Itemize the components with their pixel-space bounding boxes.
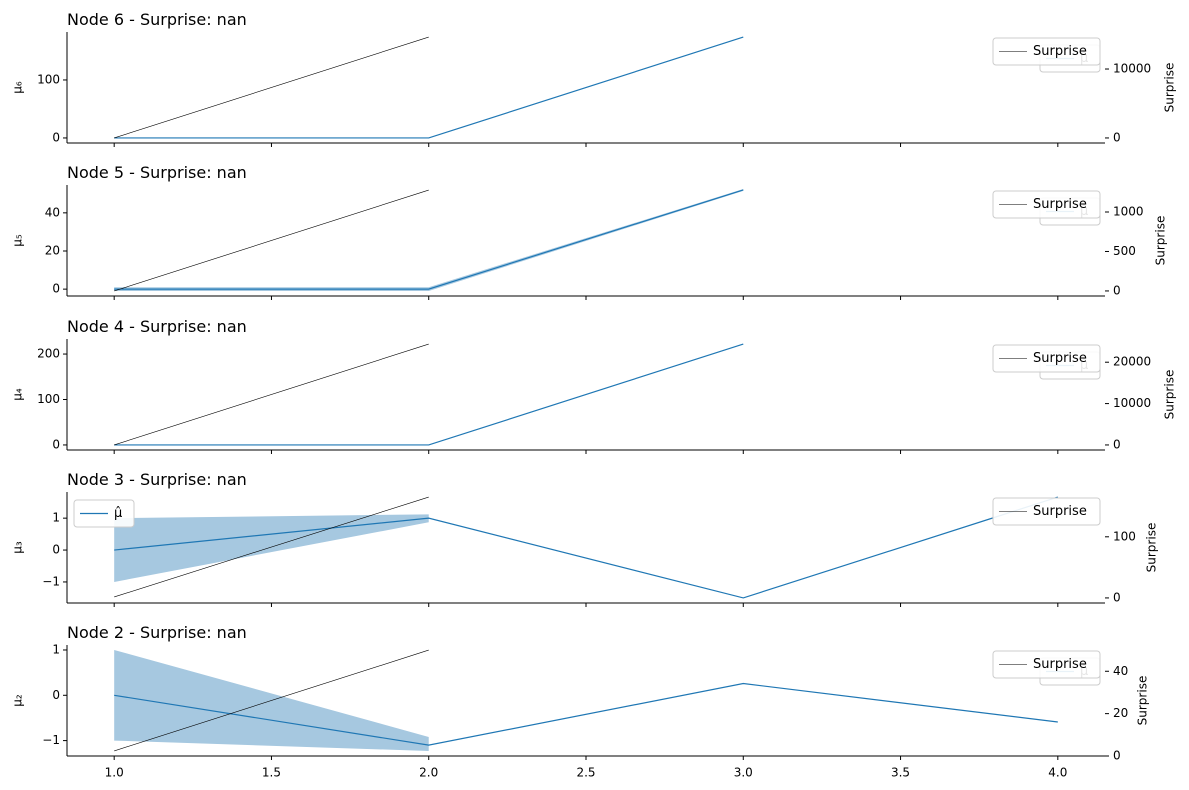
uncertainty-band — [114, 189, 744, 292]
legend-label: Surprise — [1033, 351, 1087, 366]
y2-tick-label: 0 — [1113, 130, 1121, 144]
legend-box — [992, 344, 1101, 373]
y2-tick-label: 20000 — [1113, 355, 1151, 369]
y2-axis-label: Surprise — [1145, 523, 1159, 573]
legend: μ̂ — [73, 499, 135, 528]
x-tick-label: 1.5 — [262, 766, 281, 780]
y-tick-label: −1 — [42, 574, 60, 588]
x-tick-label: 3.5 — [891, 766, 910, 780]
y-axis-label: μ₄ — [11, 388, 25, 401]
y2-tick-label: 10000 — [1113, 396, 1151, 410]
y-tick-label: 100 — [37, 72, 60, 86]
y-axis-label: μ₃ — [11, 541, 25, 554]
y-tick-label: 1 — [52, 642, 60, 656]
panel-title: Node 6 - Surprise: nan — [67, 10, 247, 29]
y2-axis-label: Surprise — [1163, 370, 1177, 420]
panel-title: Node 2 - Surprise: nan — [67, 623, 247, 642]
legend: Surprise — [992, 497, 1101, 526]
y-tick-label: 0 — [52, 282, 60, 296]
x-tick-label: 2.5 — [576, 766, 595, 780]
legend: Surprise — [992, 37, 1101, 66]
y2-tick-label: 40 — [1113, 664, 1128, 678]
legend: Surprise — [992, 344, 1101, 373]
y-tick-label: −1 — [42, 733, 60, 747]
y2-axis-label: Surprise — [1136, 676, 1150, 726]
y2-tick-label: 0 — [1113, 437, 1121, 451]
legend-box — [992, 650, 1101, 679]
surprise-line — [114, 649, 429, 752]
y2-tick-label: 20 — [1113, 706, 1128, 720]
mean-line — [114, 496, 1059, 599]
mean-line — [114, 343, 744, 446]
panel-title: Node 5 - Surprise: nan — [67, 163, 247, 182]
legend-box — [992, 497, 1101, 526]
legend-label: Surprise — [1033, 197, 1087, 212]
mean-line — [114, 189, 744, 290]
panel-title: Node 4 - Surprise: nan — [67, 317, 247, 336]
y2-tick-label: 0 — [1113, 590, 1121, 604]
y2-tick-label: 10000 — [1113, 62, 1151, 76]
x-tick-label: 3.0 — [734, 766, 753, 780]
legend-box — [992, 190, 1101, 219]
y2-tick-label: 1000 — [1113, 205, 1144, 219]
y-tick-label: 0 — [52, 543, 60, 557]
y-tick-label: 0 — [52, 437, 60, 451]
legend-box — [992, 37, 1101, 66]
legend: Surprise — [992, 190, 1101, 219]
x-tick-label: 2.0 — [419, 766, 438, 780]
legend-label: Surprise — [1033, 44, 1087, 59]
legend-label: Surprise — [1033, 657, 1087, 672]
uncertainty-band — [114, 514, 429, 582]
legend-label: Surprise — [1033, 504, 1087, 519]
surprise-line — [114, 36, 429, 139]
y-tick-label: 200 — [37, 347, 60, 361]
legend-label: μ̂ — [114, 506, 122, 521]
y2-axis-label: Surprise — [1154, 216, 1168, 266]
y-axis-label: μ₅ — [11, 234, 25, 247]
legend: Surprise — [992, 650, 1101, 679]
surprise-line — [114, 496, 429, 598]
y2-tick-label: 500 — [1113, 244, 1136, 258]
y-tick-label: 0 — [52, 688, 60, 702]
surprise-line — [114, 189, 429, 292]
mean-line — [114, 36, 744, 139]
panel-title: Node 3 - Surprise: nan — [67, 470, 247, 489]
x-tick-label: 4.0 — [1048, 766, 1067, 780]
y-tick-label: 100 — [37, 392, 60, 406]
surprise-line — [114, 343, 429, 446]
y2-axis-label: Surprise — [1163, 63, 1177, 113]
y-tick-label: 20 — [45, 243, 60, 257]
x-tick-label: 1.0 — [105, 766, 124, 780]
y-axis-label: μ₂ — [11, 694, 25, 707]
y2-tick-label: 100 — [1113, 529, 1136, 543]
y2-tick-label: 0 — [1113, 749, 1121, 763]
y-axis-label: μ₆ — [11, 81, 25, 94]
mean-line — [114, 682, 1058, 746]
y-tick-label: 1 — [52, 511, 60, 525]
y-tick-label: 40 — [45, 205, 60, 219]
y2-tick-label: 0 — [1113, 283, 1121, 297]
y-tick-label: 0 — [52, 130, 60, 144]
